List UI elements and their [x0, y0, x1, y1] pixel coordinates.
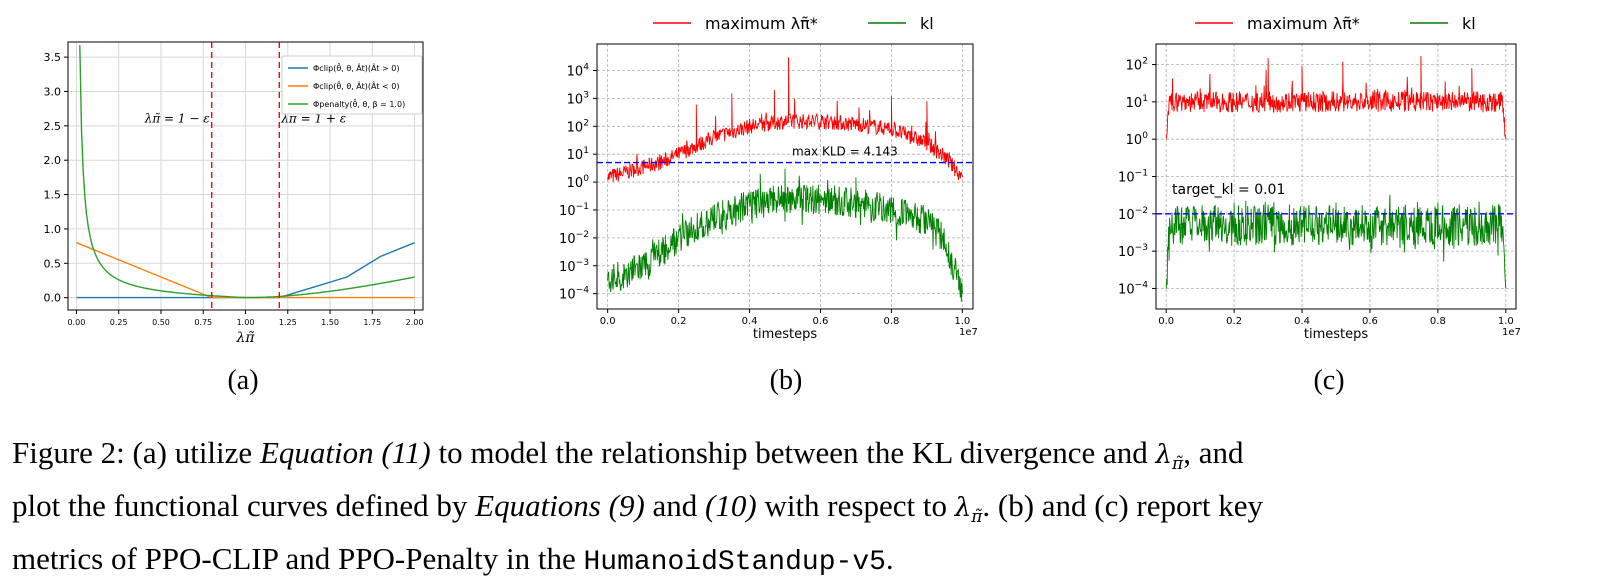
- x-axis-offset-label: 1e7: [1502, 327, 1521, 338]
- caption-equation-ref: Equations (9): [475, 488, 645, 524]
- x-tick-label: 0.2: [671, 316, 687, 327]
- y-tick-label: 1.0: [44, 223, 62, 236]
- x-tick-label: 0.00: [68, 318, 86, 327]
- x-tick-label: 1.50: [321, 318, 339, 327]
- series-line-2: [76, 242, 415, 299]
- series-line-kl: [1165, 194, 1507, 289]
- y-tick-label: 102: [567, 118, 589, 135]
- caption-line-2: plot the functional curves defined by Eq…: [12, 485, 1597, 538]
- legend-label: Φpenalty(θ̂, θ, β = 1.0): [313, 98, 405, 109]
- caption-line-1: Figure 2: (a) utilize Equation (11) to m…: [12, 432, 1597, 485]
- y-tick-label: 101: [567, 146, 589, 163]
- threshold-label-2: λπ̃ = 1 + ε: [280, 111, 346, 125]
- series-line-max-lambda: [1165, 55, 1507, 140]
- panel-label-b: (b): [769, 365, 803, 396]
- plot-frame: [1155, 43, 1517, 310]
- x-tick-label: 1.0: [1498, 316, 1514, 327]
- reference-line-label: max KLD = 4.143: [792, 145, 898, 159]
- x-tick-label: 1.75: [363, 318, 381, 327]
- chart-panel-b: 0.0 0.2 0.4 0.6 0.8 1.0 10−4 10−3 10−2 10−1 100 101…: [530, 0, 1020, 360]
- x-tick-label: 0.6: [1362, 316, 1378, 327]
- x-tick-label: 0.0: [600, 316, 616, 327]
- caption-text: Figure 2: (a) utilize: [12, 435, 260, 470]
- caption-text: metrics of PPO-CLIP and PPO-Penalty in t…: [12, 541, 584, 577]
- x-tick-label: 2.00: [406, 318, 424, 327]
- y-tick-label: 101: [1126, 94, 1148, 111]
- y-tick-label: 2.0: [44, 154, 62, 167]
- y-tick-label: 0.0: [44, 292, 62, 305]
- y-tick-label: 10−4: [559, 286, 589, 303]
- x-tick-label: 0.75: [194, 318, 212, 327]
- panel-label-c: (c): [1313, 365, 1345, 396]
- x-tick-label: 1.00: [237, 318, 255, 327]
- y-tick-label: 10−3: [559, 258, 589, 275]
- plot-frame: [596, 43, 974, 310]
- chart-panel-a: 0.00 0.25 0.50 0.75 1.00 1.25 1.50 1.75 2.00 0.0 0…: [0, 0, 480, 360]
- legend-label: Φclip(θ̂, θ, Ât)(Ât > 0): [313, 62, 399, 73]
- caption-text: with respect to: [756, 488, 955, 524]
- caption-equation-ref: (10): [705, 488, 757, 524]
- x-axis-label: timesteps: [1304, 327, 1368, 342]
- legend-label: maximum λπ̃*: [1247, 14, 1360, 33]
- x-tick-label: 1.25: [279, 318, 297, 327]
- legend-box: [281, 55, 423, 115]
- y-tick-label: 104: [567, 63, 590, 80]
- y-tick-label: 3.5: [44, 51, 62, 64]
- caption-text: to model the relationship between the KL…: [430, 435, 1156, 470]
- chart-b-svg: 0.0 0.2 0.4 0.6 0.8 1.0 10−4 10−3 10−2 10−1 100 101…: [559, 14, 978, 342]
- y-tick-label: 0.5: [44, 257, 62, 270]
- x-tick-label: 0.8: [1430, 316, 1446, 327]
- x-tick-label: 0.4: [1294, 316, 1310, 327]
- x-tick-label: 0.2: [1226, 316, 1242, 327]
- caption-line-3: metrics of PPO-CLIP and PPO-Penalty in t…: [12, 538, 1597, 583]
- plot-frame: [67, 41, 424, 311]
- caption-text: , and: [1183, 435, 1244, 470]
- chart-c-svg: 0.0 0.2 0.4 0.6 0.8 1.0 10−4 10−3 10−2 10−1 100 101…: [1118, 14, 1521, 342]
- y-tick-label: 10−4: [1118, 280, 1148, 297]
- x-tick-label: 0.6: [813, 316, 829, 327]
- y-tick-label: 100: [567, 174, 590, 191]
- y-tick-label: 100: [1126, 131, 1149, 148]
- caption-text: and: [644, 488, 706, 524]
- y-tick-label: 10−1: [559, 202, 589, 219]
- legend-label: maximum λπ̃*: [705, 14, 818, 33]
- caption-text: plot the functional curves defined by: [12, 488, 476, 524]
- y-tick-label: 10−2: [1118, 206, 1148, 223]
- y-tick-label: 10−3: [1118, 243, 1148, 260]
- panel-label-a: (a): [227, 365, 259, 396]
- caption-lambda-symbol: λπ̃: [1155, 440, 1184, 475]
- reference-line-label: target_kl = 0.01: [1172, 182, 1285, 198]
- y-tick-label: 10−1: [1118, 169, 1148, 186]
- x-tick-label: 0.8: [883, 316, 899, 327]
- x-tick-label: 0.0: [1158, 316, 1174, 327]
- caption-equation-ref: Equation (11): [259, 435, 431, 470]
- caption-lambda-symbol: λπ̃: [954, 493, 983, 528]
- x-axis-label: λπ̃: [235, 330, 255, 346]
- x-tick-label: 0.25: [110, 318, 128, 327]
- series-line-max-lambda: [607, 57, 963, 182]
- legend-label: kl: [920, 14, 934, 33]
- x-tick-label: 0.4: [742, 316, 758, 327]
- caption-text: . (b) and (c) report key: [982, 488, 1263, 524]
- y-tick-label: 1.5: [44, 189, 62, 202]
- caption-text: .: [885, 541, 894, 577]
- y-tick-label: 103: [567, 90, 590, 107]
- y-tick-label: 10−2: [559, 230, 589, 247]
- figure-caption: Figure 2: (a) utilize Equation (11) to m…: [12, 432, 1597, 583]
- y-tick-label: 102: [1126, 57, 1148, 74]
- chart-panel-c: 0.0 0.2 0.4 0.6 0.8 1.0 10−4 10−3 10−2 10−1 100 101…: [1080, 0, 1600, 360]
- legend-label: kl: [1462, 14, 1476, 33]
- threshold-label-1: λπ̃ = 1 − ε: [144, 111, 210, 125]
- x-axis-offset-label: 1e7: [959, 327, 978, 338]
- caption-env-name: HumanoidStandup-v5: [583, 547, 886, 579]
- series-line-kl: [607, 168, 963, 302]
- series-line-3: [79, 45, 415, 299]
- x-axis-label: timesteps: [753, 327, 817, 342]
- x-tick-label: 0.50: [152, 318, 170, 327]
- chart-a-svg: 0.00 0.25 0.50 0.75 1.00 1.25 1.50 1.75 2.00 0.0 0…: [44, 41, 424, 346]
- legend-label: Φclip(θ̂, θ, Ât)(Ât < 0): [313, 80, 399, 91]
- x-tick-label: 1.0: [954, 316, 970, 327]
- y-tick-label: 2.5: [44, 120, 62, 133]
- y-tick-label: 3.0: [44, 85, 62, 98]
